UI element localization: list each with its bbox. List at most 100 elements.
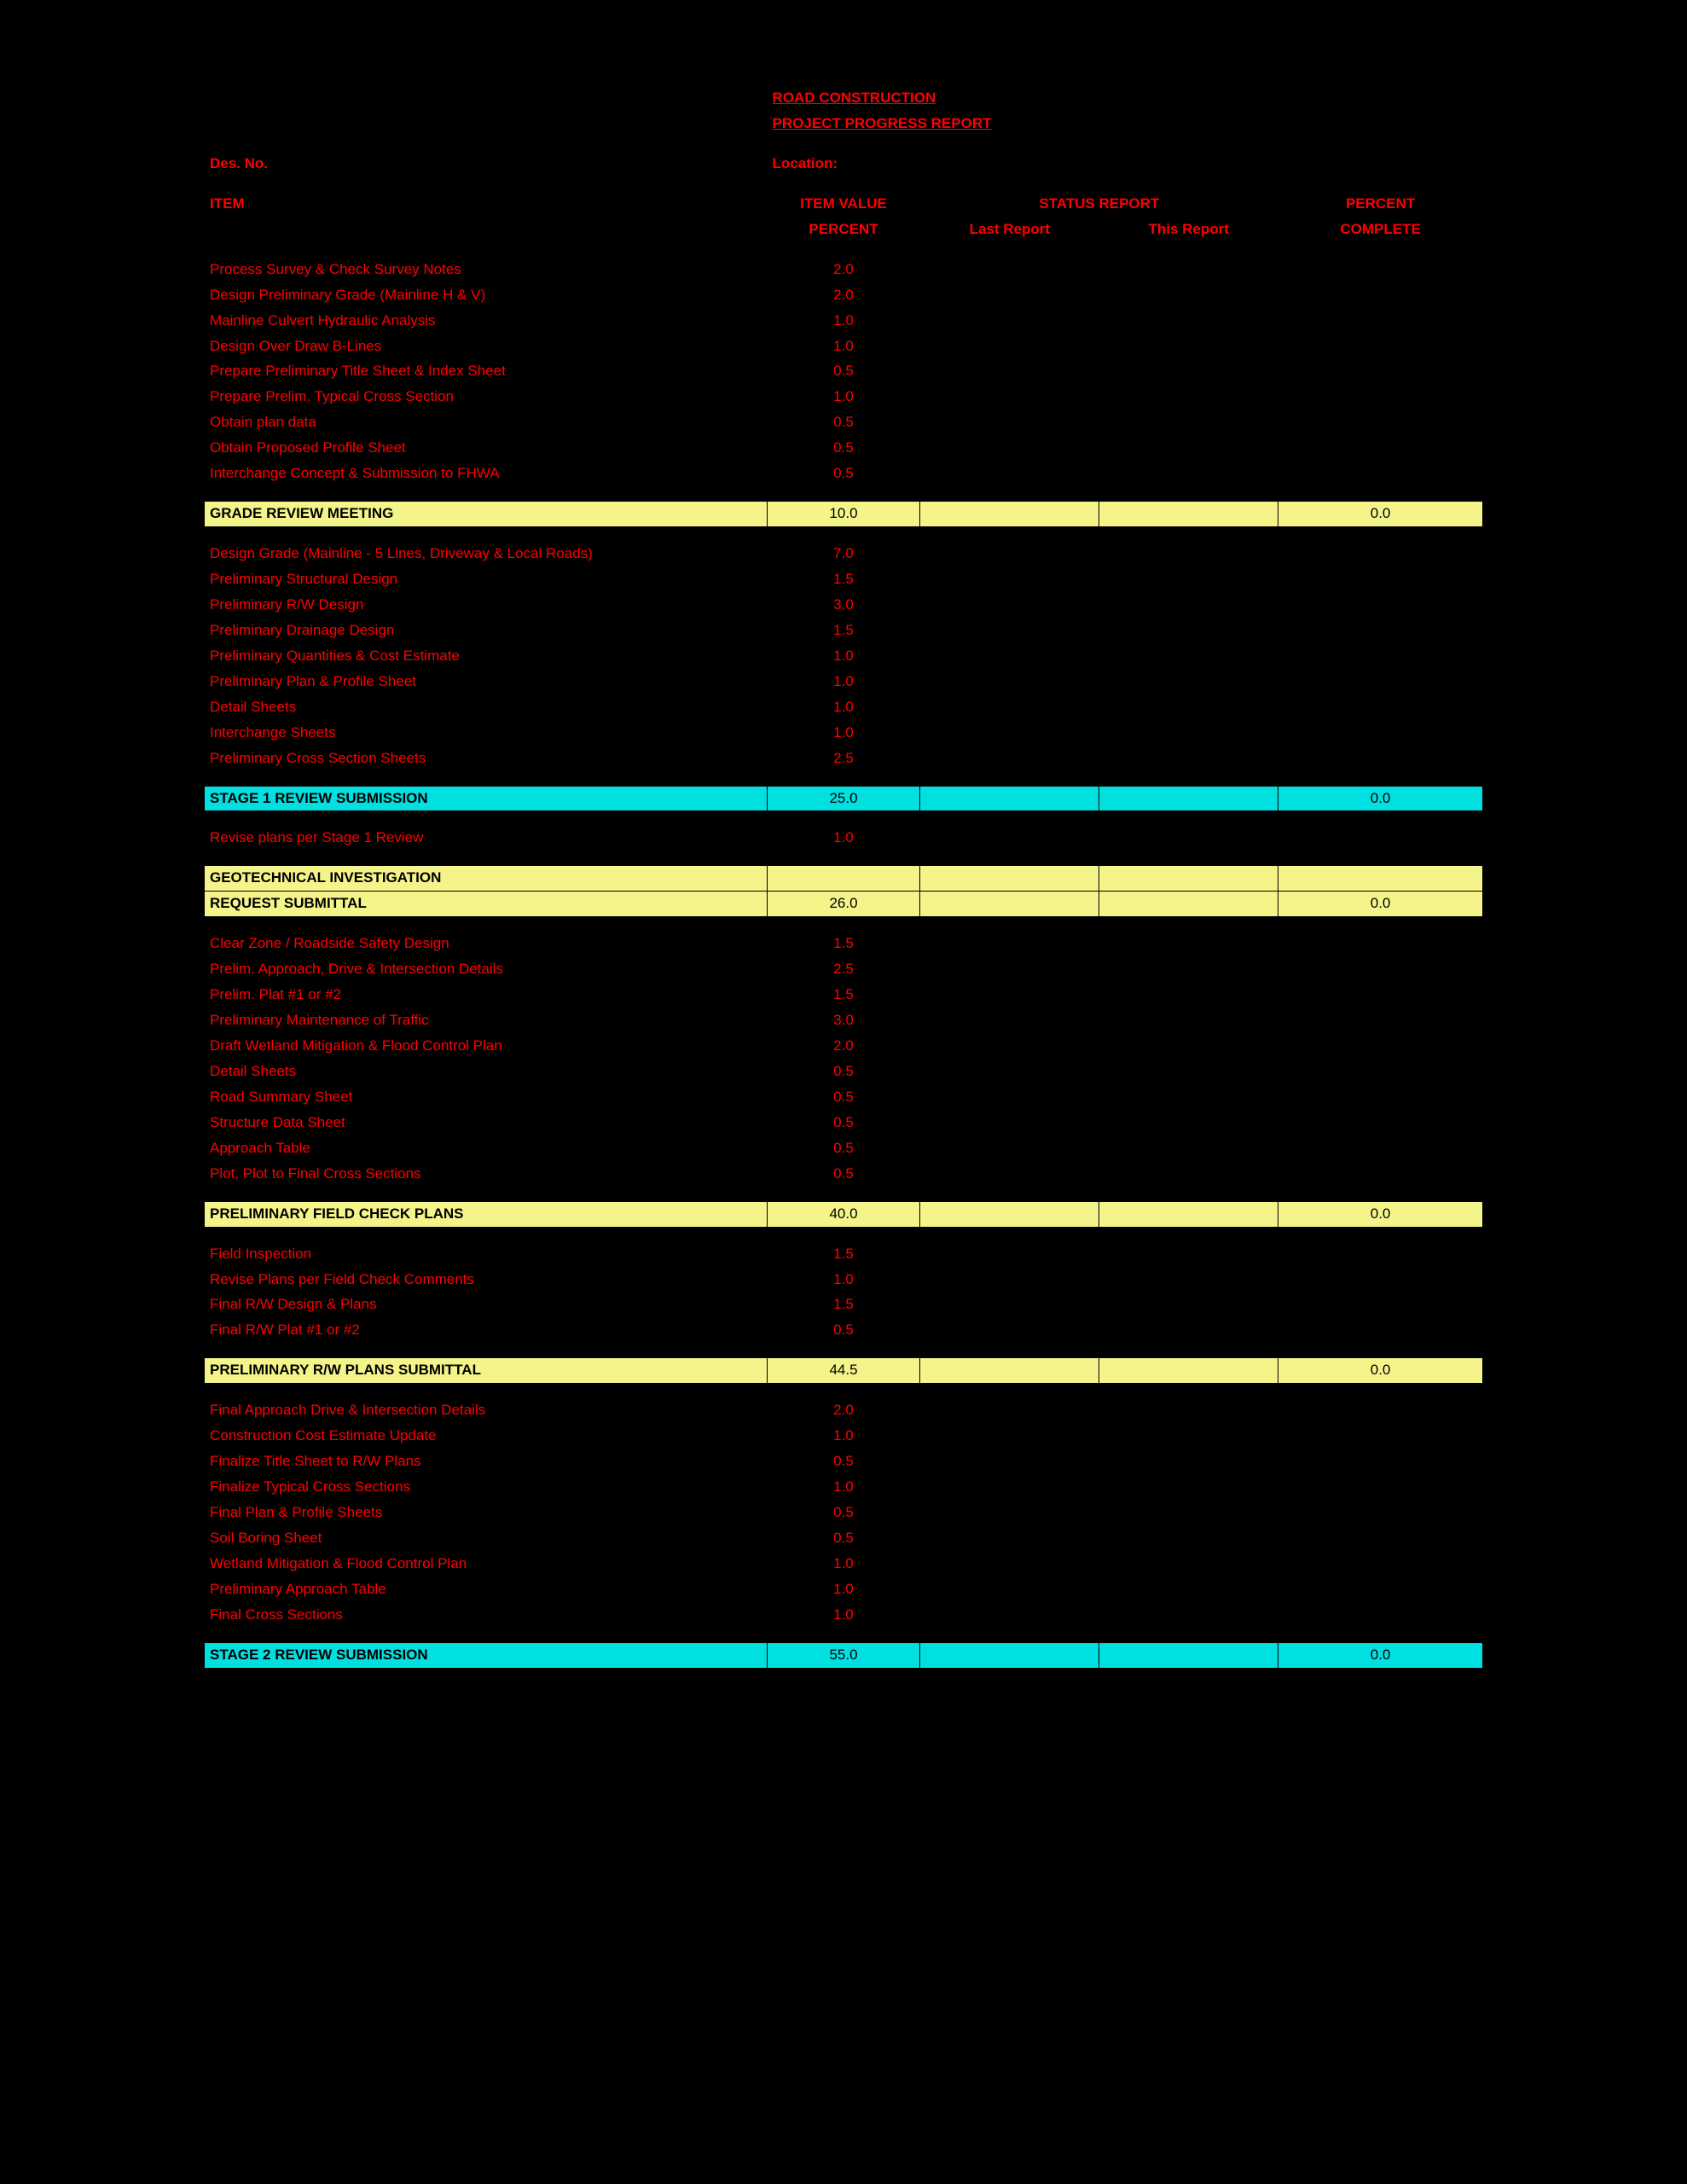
item-last (920, 1008, 1099, 1034)
title-1: ROAD CONSTRUCTION (767, 86, 1099, 112)
item-label: Design Grade (Mainline - 5 Lines, Drivew… (205, 542, 768, 567)
item-this (1099, 282, 1278, 308)
item-label: Preliminary Plan & Profile Sheet (205, 669, 768, 694)
item-this (1099, 957, 1278, 983)
item-value: 0.5 (767, 359, 920, 385)
item-this (1099, 567, 1278, 593)
item-this (1099, 826, 1278, 851)
item-last (920, 957, 1099, 983)
item-value: 1.0 (767, 308, 920, 334)
title-row-1: ROAD CONSTRUCTION (205, 86, 1483, 112)
item-row: Design Grade (Mainline - 5 Lines, Drivew… (205, 542, 1483, 567)
item-pct (1278, 983, 1483, 1008)
item-last (920, 359, 1099, 385)
column-header-2: PERCENT Last Report This Report COMPLETE (205, 217, 1483, 242)
item-this (1099, 1161, 1278, 1187)
item-label: Preliminary R/W Design (205, 592, 768, 618)
item-value: 1.5 (767, 618, 920, 643)
item-row: Wetland Mitigation & Flood Control Plan1… (205, 1551, 1483, 1577)
item-pct (1278, 1110, 1483, 1136)
item-label: Approach Table (205, 1136, 768, 1161)
item-pct (1278, 592, 1483, 618)
item-last (920, 1292, 1099, 1318)
item-last (920, 410, 1099, 436)
item-label: Revise plans per Stage 1 Review (205, 826, 768, 851)
item-value: 1.5 (767, 932, 920, 957)
item-this (1099, 1475, 1278, 1501)
item-last (920, 282, 1099, 308)
item-last (920, 746, 1099, 771)
item-last (920, 643, 1099, 669)
item-row: Prepare Prelim. Typical Cross Section1.0 (205, 385, 1483, 410)
item-row: Structure Data Sheet0.5 (205, 1110, 1483, 1136)
item-label: Design Preliminary Grade (Mainline H & V… (205, 282, 768, 308)
col-percent: PERCENT (1278, 191, 1483, 217)
item-this (1099, 1577, 1278, 1602)
report-page: ROAD CONSTRUCTION PROJECT PROGRESS REPOR… (204, 0, 1483, 1769)
item-last (920, 1161, 1099, 1187)
item-label: Preliminary Quantities & Cost Estimate (205, 643, 768, 669)
item-last (920, 983, 1099, 1008)
item-last (920, 720, 1099, 746)
item-pct (1278, 1292, 1483, 1318)
item-this (1099, 1602, 1278, 1628)
item-pct (1278, 436, 1483, 462)
title-row-2: PROJECT PROGRESS REPORT (205, 111, 1483, 136)
item-last (920, 1602, 1099, 1628)
item-this (1099, 932, 1278, 957)
item-row: Preliminary Structural Design1.5 (205, 567, 1483, 593)
item-this (1099, 643, 1278, 669)
item-this (1099, 1084, 1278, 1110)
item-label: Clear Zone / Roadside Safety Design (205, 932, 768, 957)
item-this (1099, 1318, 1278, 1344)
item-label: Preliminary Approach Table (205, 1577, 768, 1602)
item-last (920, 694, 1099, 720)
item-label: Road Summary Sheet (205, 1084, 768, 1110)
item-pct (1278, 720, 1483, 746)
item-this (1099, 308, 1278, 334)
item-this (1099, 746, 1278, 771)
milestone-value: 26.0 (767, 892, 920, 917)
item-this (1099, 385, 1278, 410)
item-this (1099, 1059, 1278, 1084)
item-last (920, 1577, 1099, 1602)
item-value: 2.5 (767, 957, 920, 983)
milestone-label: GRADE REVIEW MEETING (205, 502, 768, 527)
item-last (920, 308, 1099, 334)
item-value: 1.0 (767, 1577, 920, 1602)
item-pct (1278, 1136, 1483, 1161)
item-label: Soil Boring Sheet (205, 1525, 768, 1551)
milestone-row: STAGE 2 REVIEW SUBMISSION55.00.0 (205, 1642, 1483, 1668)
item-value: 2.0 (767, 282, 920, 308)
item-pct (1278, 1449, 1483, 1475)
item-label: Detail Sheets (205, 694, 768, 720)
item-row: Interchange Concept & Submission to FHWA… (205, 462, 1483, 487)
item-pct (1278, 1398, 1483, 1424)
item-value: 0.5 (767, 1449, 920, 1475)
item-last (920, 1241, 1099, 1267)
item-label: Wetland Mitigation & Flood Control Plan (205, 1551, 768, 1577)
item-label: Interchange Concept & Submission to FHWA (205, 462, 768, 487)
item-row: Preliminary Maintenance of Traffic3.0 (205, 1008, 1483, 1034)
item-value: 0.5 (767, 410, 920, 436)
item-label: Finalize Typical Cross Sections (205, 1475, 768, 1501)
item-last (920, 1475, 1099, 1501)
item-label: Interchange Sheets (205, 720, 768, 746)
report-table: ROAD CONSTRUCTION PROJECT PROGRESS REPOR… (204, 85, 1483, 1683)
col-status: STATUS REPORT (920, 191, 1278, 217)
item-row: Revise plans per Stage 1 Review1.0 (205, 826, 1483, 851)
item-row: Final Approach Drive & Intersection Deta… (205, 1398, 1483, 1424)
item-last (920, 1501, 1099, 1526)
item-label: Preliminary Drainage Design (205, 618, 768, 643)
item-value: 1.5 (767, 983, 920, 1008)
item-last (920, 1424, 1099, 1449)
item-pct (1278, 1241, 1483, 1267)
item-this (1099, 983, 1278, 1008)
item-this (1099, 1136, 1278, 1161)
item-value: 0.5 (767, 1161, 920, 1187)
item-this (1099, 694, 1278, 720)
milestone-label: GEOTECHNICAL INVESTIGATION (205, 866, 768, 892)
item-row: Final R/W Plat #1 or #20.5 (205, 1318, 1483, 1344)
item-last (920, 1084, 1099, 1110)
milestone-label: STAGE 1 REVIEW SUBMISSION (205, 786, 768, 811)
